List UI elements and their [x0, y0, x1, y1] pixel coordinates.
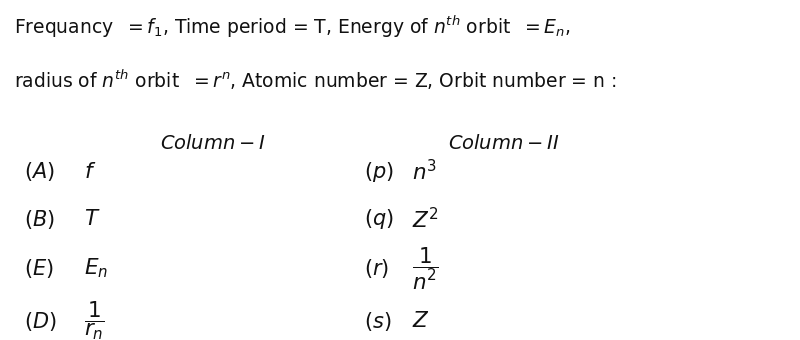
- Text: $(r)$: $(r)$: [364, 257, 389, 280]
- Text: $(B)$: $(B)$: [24, 208, 55, 231]
- Text: Frequancy $\; =f_1$, Time period = T, Energy of $n^{th}$ orbit $\; = E_n$,: Frequancy $\; =f_1$, Time period = T, En…: [14, 14, 571, 40]
- Text: $T$: $T$: [84, 209, 101, 229]
- Text: $(q)$: $(q)$: [364, 207, 394, 231]
- Text: $Column-II$: $Column-II$: [448, 134, 559, 153]
- Text: $(D)$: $(D)$: [24, 310, 57, 333]
- Text: $\dfrac{1}{n^2}$: $\dfrac{1}{n^2}$: [412, 245, 438, 292]
- Text: $Z^2$: $Z^2$: [412, 207, 439, 232]
- Text: $n^3$: $n^3$: [412, 159, 437, 184]
- Text: $E_n$: $E_n$: [84, 257, 108, 280]
- Text: $Z$: $Z$: [412, 311, 430, 331]
- Text: $Column-I$: $Column-I$: [160, 134, 266, 153]
- Text: $(E)$: $(E)$: [24, 257, 54, 280]
- Text: $(p)$: $(p)$: [364, 160, 394, 184]
- Text: $f$: $f$: [84, 162, 96, 182]
- Text: $(s)$: $(s)$: [364, 310, 391, 333]
- Text: $(A)$: $(A)$: [24, 160, 54, 183]
- Text: $\dfrac{1}{r_n}$: $\dfrac{1}{r_n}$: [84, 300, 105, 340]
- Text: radius of $n^{th}$ orbit $\; = r^n$, Atomic number = Z, Orbit number = n :: radius of $n^{th}$ orbit $\; = r^n$, Ato…: [14, 68, 617, 92]
